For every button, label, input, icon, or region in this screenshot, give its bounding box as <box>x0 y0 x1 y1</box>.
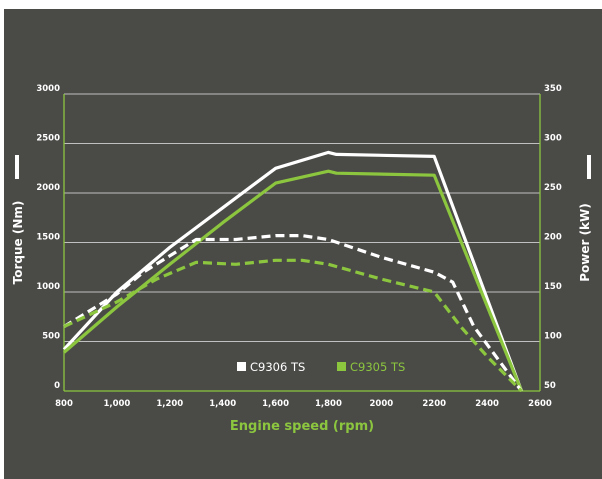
series-power-c9305-ts <box>63 258 523 393</box>
y-right-tick-label: 250 <box>544 183 562 193</box>
power-line-marker <box>587 155 591 179</box>
y-left-tick-label: 1500 <box>36 233 60 243</box>
x-tick-label: 2600 <box>528 399 552 409</box>
chart-panel: 0 500 1000 1500 2000 2500 3000 50 100 150 200 250 30… <box>4 9 602 479</box>
y-left-tick-label: 2000 <box>36 183 60 193</box>
y-left-tick-label: 1000 <box>36 282 60 292</box>
y-left-tick-label: 0 <box>54 381 60 391</box>
x-tick-label: 1,800 <box>315 399 342 409</box>
y-right-tick-label: 300 <box>544 134 562 144</box>
x-tick-label: 1,000 <box>103 399 130 409</box>
y-right-tick-label: 350 <box>544 84 562 94</box>
x-axis-title: Engine speed (rpm) <box>230 419 374 434</box>
x-tick-label: 1,600 <box>262 399 289 409</box>
series-power-c9306-ts <box>63 234 523 392</box>
y-right-tick-label: 50 <box>544 381 556 391</box>
y-left-tick-label: 500 <box>42 332 60 342</box>
legend-swatch <box>337 362 346 371</box>
legend-label: C9305 TS <box>350 360 405 374</box>
x-tick-label: 1,400 <box>209 399 236 409</box>
legend-label: C9306 TS <box>250 360 305 374</box>
x-tick-label: 2000 <box>369 399 393 409</box>
y-left-tick-label: 2500 <box>36 134 60 144</box>
legend-swatch <box>237 362 246 371</box>
x-tick-label: 800 <box>55 399 73 409</box>
y-right-tick-label: 150 <box>544 282 562 292</box>
x-tick-label: 1,200 <box>156 399 183 409</box>
y-left-tick-label: 3000 <box>36 84 60 94</box>
y-axis-right-title: Power (kW) <box>578 203 592 282</box>
y-right-tick-label: 200 <box>544 233 562 243</box>
x-tick-label: 2400 <box>475 399 499 409</box>
engine-performance-chart: 0 500 1000 1500 2000 2500 3000 50 100 150 200 250 30… <box>11 84 592 434</box>
y-axis-left-title: Torque (Nm) <box>11 201 25 285</box>
series-torque-c9306-ts <box>62 150 523 392</box>
x-tick-label: 2200 <box>422 399 446 409</box>
y-right-tick-label: 100 <box>544 332 562 342</box>
torque-solid-line-marker <box>15 155 19 179</box>
